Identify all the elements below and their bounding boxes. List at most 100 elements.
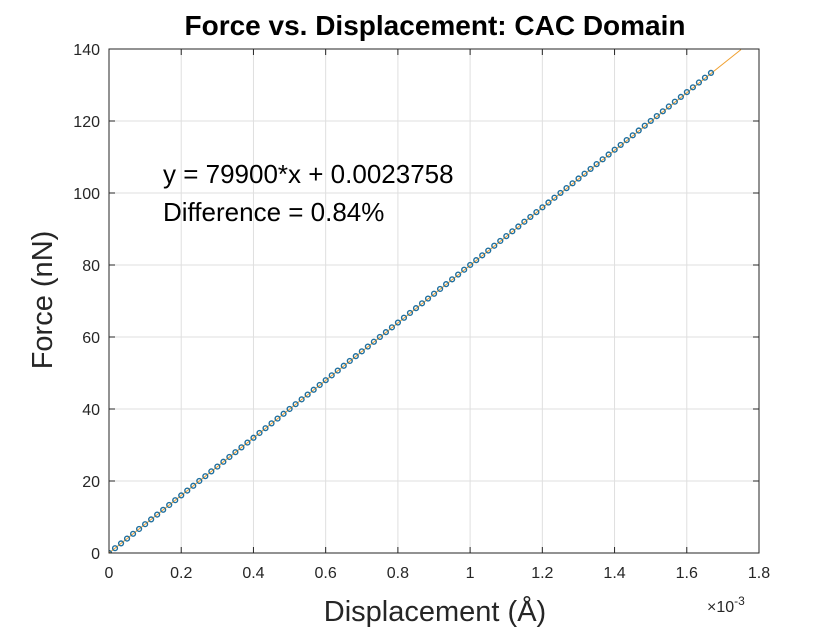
data-point bbox=[515, 223, 522, 230]
x-tick-label: 0.4 bbox=[242, 565, 264, 582]
data-point bbox=[160, 506, 167, 513]
fit-line bbox=[109, 49, 742, 553]
data-point bbox=[190, 482, 197, 489]
data-point bbox=[352, 353, 359, 360]
data-point bbox=[617, 141, 624, 149]
data-point bbox=[117, 540, 125, 547]
data-point bbox=[123, 535, 131, 542]
data-point bbox=[701, 74, 709, 81]
fit-equation-annotation: y = 79900*x + 0.0023758 bbox=[163, 159, 454, 189]
data-point bbox=[111, 545, 119, 552]
data-point bbox=[322, 377, 329, 384]
data-point bbox=[316, 381, 323, 389]
data-point bbox=[400, 314, 408, 321]
data-point bbox=[412, 305, 420, 312]
data-point bbox=[370, 338, 377, 345]
data-point bbox=[443, 281, 450, 288]
data-point bbox=[430, 290, 438, 297]
data-point bbox=[647, 117, 654, 125]
difference-annotation: Difference = 0.84% bbox=[163, 197, 384, 227]
x-axis-label: Displacement (Å) bbox=[324, 595, 546, 628]
data-point bbox=[346, 357, 353, 365]
data-point bbox=[376, 333, 383, 341]
data-point bbox=[527, 213, 534, 221]
data-point bbox=[214, 463, 221, 470]
data-point bbox=[695, 79, 703, 86]
data-point bbox=[418, 300, 426, 307]
x-tick-label: 0 bbox=[105, 565, 114, 582]
x-tick-label: 1.6 bbox=[676, 565, 698, 582]
data-point bbox=[424, 295, 432, 302]
data-point bbox=[569, 180, 576, 187]
data-point bbox=[388, 324, 396, 331]
y-tick-label: 120 bbox=[73, 114, 100, 131]
data-point bbox=[340, 362, 347, 369]
y-tick-label: 100 bbox=[73, 186, 100, 203]
data-point bbox=[593, 161, 600, 168]
data-point bbox=[142, 521, 149, 528]
data-point bbox=[683, 89, 690, 96]
data-point bbox=[575, 175, 582, 182]
data-point bbox=[262, 425, 269, 432]
x-tick-label: 0.6 bbox=[315, 565, 337, 582]
y-axis-label: Force (nN) bbox=[27, 231, 59, 370]
x-tick-label: 1.8 bbox=[748, 565, 770, 582]
data-point bbox=[677, 93, 684, 101]
x-tick-label: 0.2 bbox=[170, 565, 192, 582]
ticks: 0 0.2 0.4 0.6 0.8 1 1.2 1.4 1.6 1.8 0 20 40 60 80 100 12… bbox=[73, 42, 770, 582]
data-point bbox=[292, 401, 299, 408]
data-point bbox=[689, 84, 697, 91]
data-point bbox=[280, 410, 287, 417]
data-point bbox=[599, 156, 606, 163]
data-point bbox=[184, 487, 191, 494]
data-point bbox=[611, 146, 618, 153]
series-layer bbox=[109, 49, 742, 553]
data-point bbox=[563, 185, 570, 192]
y-tick-label: 20 bbox=[82, 474, 100, 491]
data-point bbox=[449, 276, 456, 283]
data-point bbox=[154, 511, 161, 518]
x-tick-label: 0.8 bbox=[387, 565, 409, 582]
data-point bbox=[328, 372, 335, 379]
data-point bbox=[394, 319, 402, 326]
data-point bbox=[455, 271, 462, 278]
x-tick-label: 1.2 bbox=[531, 565, 553, 582]
data-point bbox=[135, 525, 143, 533]
data-point bbox=[172, 497, 179, 504]
data-point bbox=[166, 501, 173, 509]
data-point bbox=[533, 209, 540, 216]
data-point bbox=[587, 165, 594, 173]
data-point bbox=[557, 189, 564, 197]
data-point bbox=[671, 98, 678, 105]
data-point bbox=[298, 396, 305, 403]
data-point bbox=[581, 170, 588, 177]
data-point bbox=[148, 516, 155, 523]
data-point bbox=[178, 492, 185, 499]
y-tick-label: 60 bbox=[82, 330, 100, 347]
x-axis-exponent-power: -3 bbox=[734, 594, 745, 608]
data-point bbox=[551, 194, 558, 201]
data-point bbox=[364, 343, 371, 350]
data-point bbox=[605, 151, 612, 158]
data-point bbox=[256, 429, 263, 437]
data-point bbox=[232, 449, 239, 456]
data-point bbox=[129, 530, 137, 537]
data-point bbox=[196, 477, 203, 485]
data-point bbox=[382, 329, 390, 336]
data-point bbox=[208, 468, 215, 475]
data-point bbox=[707, 69, 715, 77]
data-point bbox=[250, 434, 257, 441]
data-point bbox=[406, 309, 414, 317]
data-point bbox=[653, 113, 660, 120]
data-point bbox=[274, 415, 281, 422]
y-tick-label: 40 bbox=[82, 402, 100, 419]
data-point bbox=[479, 252, 486, 259]
data-point bbox=[436, 285, 444, 293]
data-point bbox=[334, 367, 341, 374]
data-point bbox=[220, 458, 227, 465]
grid bbox=[109, 49, 759, 553]
data-point bbox=[310, 386, 317, 393]
y-tick-label: 80 bbox=[82, 258, 100, 275]
chart-title: Force vs. Displacement: CAC Domain bbox=[184, 10, 685, 41]
data-point bbox=[629, 132, 636, 139]
